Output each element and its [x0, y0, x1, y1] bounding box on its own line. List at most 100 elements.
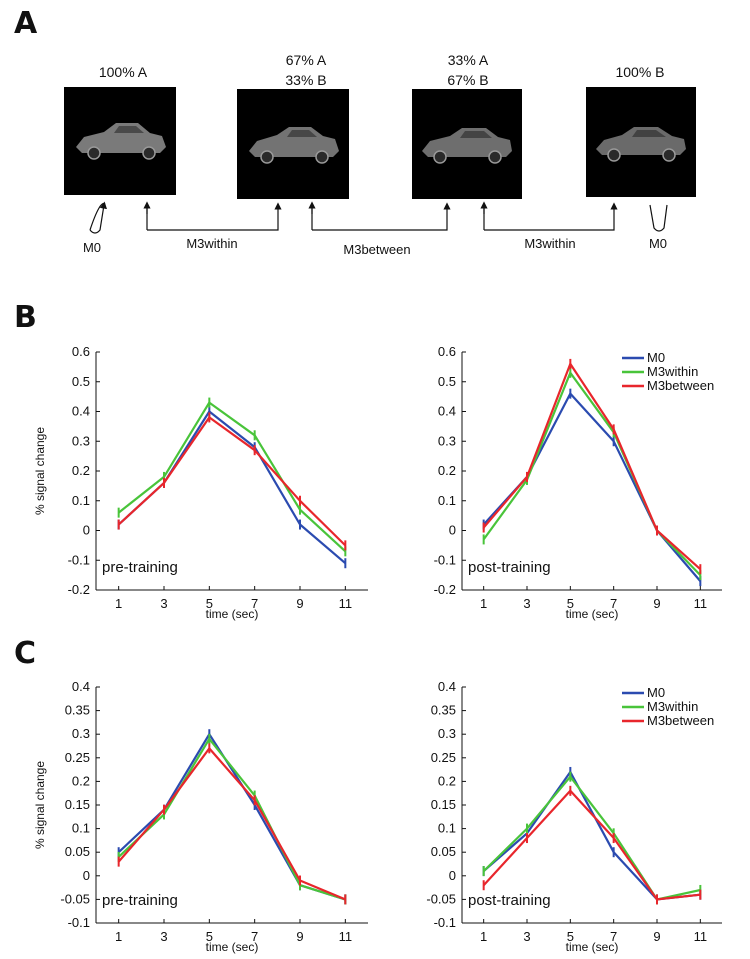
- series-line-M0: [482, 770, 701, 901]
- car-image-3: [412, 89, 522, 199]
- series-line-M3within: [482, 775, 701, 901]
- y-tick-label: 0.4: [438, 679, 456, 694]
- legend-label: M3between: [647, 378, 714, 393]
- y-tick-label: -0.1: [434, 915, 456, 930]
- x-tick-label: 5: [567, 596, 574, 611]
- y-tick-label: 0.1: [72, 493, 90, 508]
- condition-label: post-training: [468, 559, 551, 576]
- legend-label: M3within: [647, 699, 698, 714]
- x-tick-label: 11: [339, 596, 353, 611]
- morph-label-line: 100% A: [98, 64, 148, 80]
- y-tick-label: 0.2: [72, 773, 90, 788]
- y-axis-label: % signal change: [33, 761, 47, 849]
- x-tick-label: 11: [339, 929, 353, 944]
- x-tick-label: 1: [480, 929, 487, 944]
- x-tick-label: 9: [653, 929, 660, 944]
- x-tick-label: 9: [296, 929, 303, 944]
- car-image-1: [64, 87, 176, 195]
- y-tick-label: 0.15: [65, 797, 90, 812]
- x-tick-label: 3: [160, 929, 167, 944]
- legend-label: M3between: [647, 713, 714, 728]
- y-tick-label: 0.3: [438, 433, 456, 448]
- m3between-label: M3between: [343, 242, 411, 257]
- series-line-M3within: [117, 737, 346, 901]
- series-line-M3between: [482, 362, 702, 571]
- x-tick-label: 3: [523, 929, 530, 944]
- x-tick-label: 7: [251, 929, 258, 944]
- x-tick-label: 11: [694, 596, 708, 611]
- y-tick-label: 0: [449, 523, 456, 538]
- y-tick-label: 0.5: [438, 374, 456, 389]
- y-tick-label: 0: [449, 868, 456, 883]
- series-line-M3between: [482, 789, 701, 901]
- car-icon: [422, 128, 512, 164]
- x-tick-label: 5: [206, 929, 213, 944]
- car-icon: [249, 127, 339, 164]
- x-axis-label: time (sec): [206, 607, 259, 621]
- panel-label-b: B: [14, 300, 37, 335]
- x-tick-label: 1: [115, 929, 122, 944]
- m0-right-label: M0: [648, 236, 668, 251]
- y-tick-label: 0.25: [65, 750, 90, 765]
- morph-label-3: 33% A 67% B: [408, 50, 528, 90]
- y-tick-label: -0.2: [68, 582, 90, 597]
- y-tick-label: 0.1: [438, 821, 456, 836]
- condition-label: post-training: [468, 892, 551, 909]
- y-tick-label: 0.6: [438, 344, 456, 359]
- x-tick-label: 9: [653, 596, 660, 611]
- x-tick-label: 9: [296, 596, 303, 611]
- x-tick-label: 7: [251, 596, 258, 611]
- series-line-M3within: [118, 401, 347, 553]
- y-tick-label: 0.1: [438, 493, 456, 508]
- y-tick-label: 0.3: [438, 726, 456, 741]
- y-tick-label: 0.4: [72, 404, 90, 419]
- m3within-right-label: M3within: [524, 236, 576, 251]
- y-tick-label: 0.35: [431, 703, 456, 718]
- m0-left-label: M0: [82, 240, 102, 255]
- x-tick-label: 1: [115, 596, 122, 611]
- series-line-M3between: [117, 747, 346, 901]
- x-axis-label: time (sec): [566, 607, 619, 621]
- x-tick-label: 1: [480, 596, 487, 611]
- y-tick-label: 0.5: [72, 374, 90, 389]
- y-tick-label: -0.05: [60, 891, 90, 906]
- y-tick-label: 0.2: [72, 463, 90, 478]
- y-tick-label: 0.2: [438, 773, 456, 788]
- y-tick-label: 0.05: [65, 844, 90, 859]
- y-tick-label: 0.3: [72, 726, 90, 741]
- x-tick-label: 5: [567, 929, 574, 944]
- y-tick-label: -0.1: [434, 552, 456, 567]
- x-axis-label: time (sec): [206, 940, 259, 954]
- y-tick-label: 0: [83, 523, 90, 538]
- morph-label-line: 33% B: [285, 72, 327, 88]
- x-tick-label: 7: [610, 596, 617, 611]
- panel-label-a: A: [14, 6, 38, 41]
- y-tick-label: -0.05: [426, 891, 456, 906]
- y-tick-label: 0.4: [438, 404, 456, 419]
- morph-label-line: 33% A: [447, 52, 489, 68]
- x-tick-label: 5: [206, 596, 213, 611]
- car-icon: [76, 123, 166, 160]
- y-tick-label: 0.15: [431, 797, 456, 812]
- morph-connectors: [89, 0, 668, 234]
- y-tick-label: 0.4: [72, 679, 90, 694]
- morph-label-line: 67% B: [447, 72, 489, 88]
- m3within-left-label: M3within: [186, 236, 238, 251]
- series-line-M3between: [117, 416, 347, 547]
- y-axis-label: % signal change: [33, 427, 47, 515]
- y-tick-label: -0.1: [68, 552, 90, 567]
- y-tick-label: -0.1: [68, 915, 90, 930]
- y-tick-label: 0.3: [72, 433, 90, 448]
- y-tick-label: 0.1: [72, 821, 90, 836]
- series-line-M0: [117, 733, 346, 901]
- condition-label: pre-training: [102, 892, 178, 909]
- y-tick-label: 0.05: [431, 844, 456, 859]
- y-tick-label: 0.2: [438, 463, 456, 478]
- car-image-4: [586, 87, 696, 197]
- y-tick-label: 0: [83, 868, 90, 883]
- y-tick-label: 0.35: [65, 703, 90, 718]
- x-tick-label: 11: [694, 929, 708, 944]
- x-tick-label: 3: [523, 596, 530, 611]
- car-icon: [596, 127, 686, 162]
